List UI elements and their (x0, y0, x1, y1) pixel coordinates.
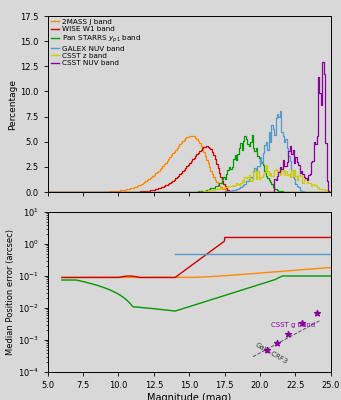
Text: Gaia-CRF3: Gaia-CRF3 (254, 342, 289, 365)
Point (314, 310, 319, 316)
Legend: 2MASS J band, WISE W1 band, Pan STARRS $y_{p1}$ band, GALEX NUV band, CSST z ban: 2MASS J band, WISE W1 band, Pan STARRS $… (50, 18, 143, 67)
Point (300, 319, 305, 326)
Text: CSST g band: CSST g band (271, 322, 315, 328)
Y-axis label: Median Position error (arcsec): Median Position error (arcsec) (6, 229, 15, 355)
Point (264, 346, 270, 353)
Point (274, 340, 280, 346)
Y-axis label: Percentage: Percentage (9, 78, 17, 130)
X-axis label: Magnitude (mag): Magnitude (mag) (147, 393, 232, 400)
Point (285, 331, 291, 338)
